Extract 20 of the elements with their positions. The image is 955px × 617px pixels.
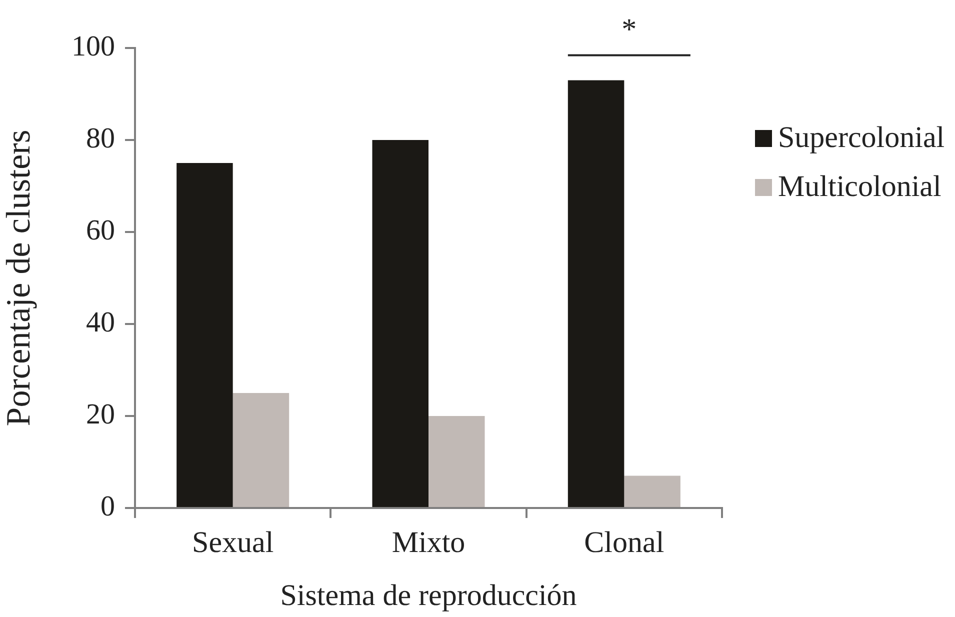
y-tick-label: 80	[86, 122, 115, 155]
bar	[428, 416, 485, 507]
bar	[176, 163, 233, 507]
bar	[372, 140, 428, 507]
x-axis-title: Sistema de reproducción	[280, 578, 577, 612]
y-tick-label: 0	[100, 490, 115, 523]
bar	[232, 393, 290, 507]
x-tick-label: Mixto	[392, 526, 466, 559]
y-tick-label: 40	[86, 306, 115, 339]
legend-label: Supercolonial	[778, 120, 945, 156]
x-tick-label: Clonal	[584, 526, 664, 559]
legend-label: Multicolonial	[778, 169, 942, 205]
y-tick-label: 100	[72, 30, 115, 63]
y-axis-title: Porcentaje de clusters	[0, 130, 38, 426]
bar	[624, 476, 680, 507]
y-tick-label: 60	[86, 214, 115, 247]
y-tick-label: 20	[86, 398, 115, 431]
text: *	[622, 13, 637, 46]
bar	[568, 80, 624, 507]
x-tick-label: Sexual	[192, 526, 274, 559]
